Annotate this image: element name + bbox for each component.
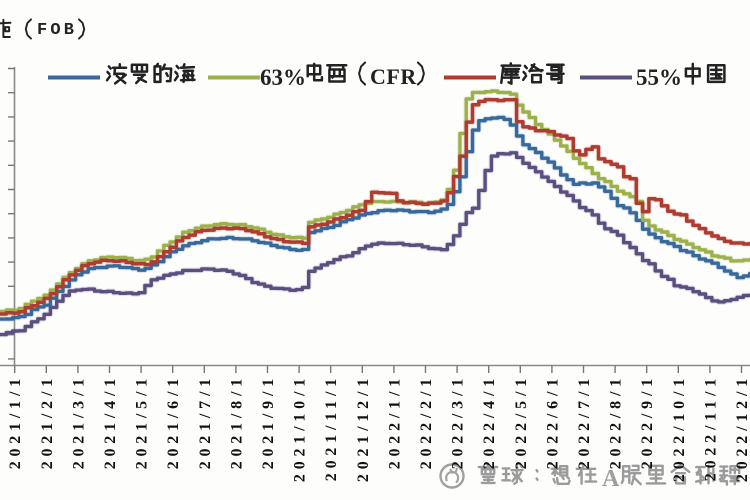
svg-text:2021/4/1: 2021/4/1 <box>102 374 119 469</box>
svg-text:2022/5/1: 2022/5/1 <box>513 374 530 469</box>
svg-text:FOB: FOB <box>37 21 77 40</box>
svg-text:2021/9/1: 2021/9/1 <box>260 374 277 469</box>
svg-text:2021/3/1: 2021/3/1 <box>70 374 87 469</box>
svg-text:2022/12/1: 2022/12/1 <box>734 374 750 482</box>
svg-text:2021/11/1: 2021/11/1 <box>323 374 340 481</box>
svg-text:2022/4/1: 2022/4/1 <box>481 374 498 469</box>
svg-text:2021/12/1: 2021/12/1 <box>355 374 372 482</box>
svg-text:2022/11/1: 2022/11/1 <box>702 374 719 481</box>
svg-text:2021/10/1: 2021/10/1 <box>292 374 309 482</box>
svg-text:2022/3/1: 2022/3/1 <box>450 374 467 469</box>
svg-text:2021/5/1: 2021/5/1 <box>134 374 151 469</box>
svg-text:2022/1/1: 2022/1/1 <box>386 374 403 469</box>
svg-text:2022/9/1: 2022/9/1 <box>639 374 656 469</box>
svg-text:2021/1/1: 2021/1/1 <box>7 374 24 469</box>
svg-text:A: A <box>602 466 620 492</box>
svg-text:2021/8/1: 2021/8/1 <box>228 374 245 469</box>
svg-text:2022/10/1: 2022/10/1 <box>671 374 688 482</box>
svg-text:2021/6/1: 2021/6/1 <box>165 374 182 469</box>
svg-text:2022/7/1: 2022/7/1 <box>576 374 593 469</box>
svg-text:2022/2/1: 2022/2/1 <box>418 374 435 469</box>
svg-text:2021/2/1: 2021/2/1 <box>39 374 56 469</box>
svg-text:63%: 63% <box>260 65 306 90</box>
svg-text:55%: 55% <box>636 65 682 90</box>
svg-text:2021/7/1: 2021/7/1 <box>197 374 214 469</box>
svg-text:2022/6/1: 2022/6/1 <box>544 374 561 469</box>
svg-text:CFR: CFR <box>370 64 417 89</box>
svg-text:2022/8/1: 2022/8/1 <box>608 374 625 469</box>
